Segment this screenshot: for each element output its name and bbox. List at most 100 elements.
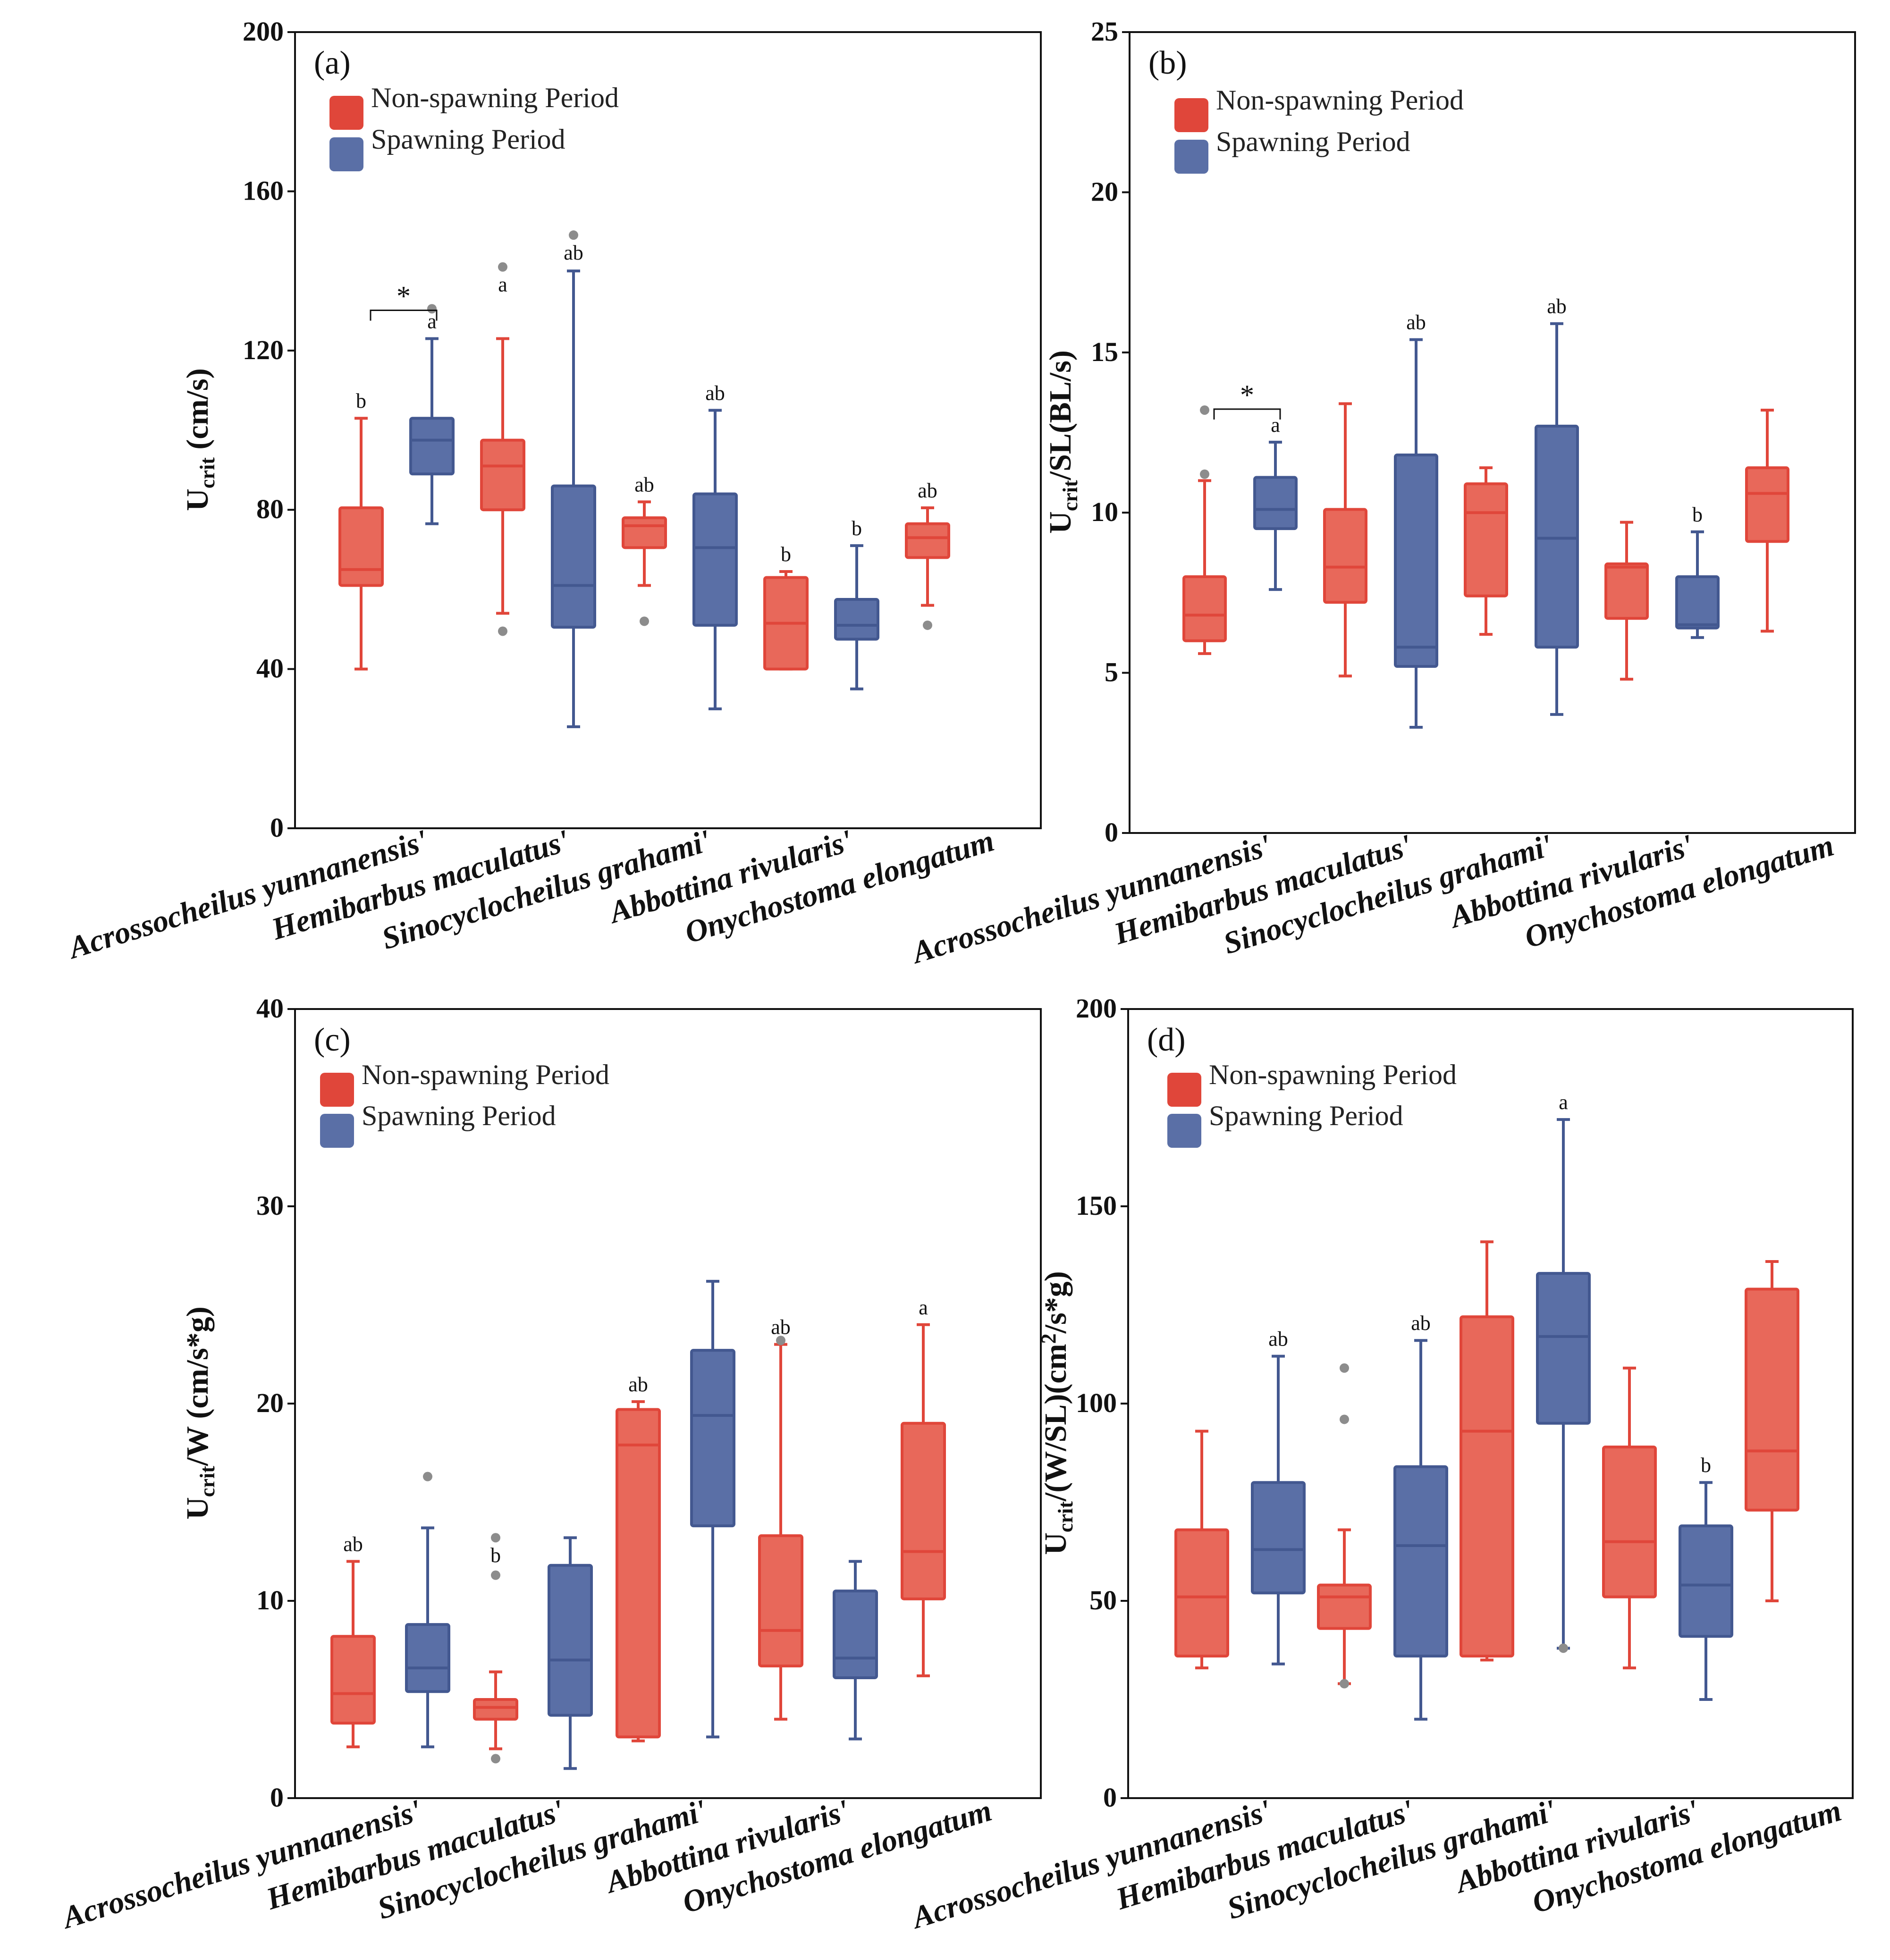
y-tick-label: 0 [270,812,284,843]
box-iqr [1460,1315,1514,1658]
outlier-point [569,230,578,240]
box-spawning: b [1675,503,1720,639]
box-non-spawning [1464,466,1508,636]
y-tick-label: 40 [256,993,284,1024]
box-iqr [1393,1465,1448,1658]
box-non-spawning [1317,1363,1372,1689]
box-spawning: ab [692,381,738,710]
box-non-spawning: b [763,543,809,671]
legend-label-spawning: Spawning Period [1209,1100,1403,1131]
significance-bracket [1213,408,1281,420]
y-tick-label: 15 [1091,336,1118,367]
legend-swatch-non-spawning [320,1073,354,1107]
y-axis-title: Ucrit (cm/s) [180,368,219,511]
legend-label-non-spawning: Non-spawning Period [362,1059,609,1090]
box-iqr [409,417,455,476]
significance-star: * [1240,379,1254,411]
box-iqr [834,597,879,641]
significance-letter: b [1692,503,1703,526]
box-spawning [690,1279,735,1739]
y-axis-title-sub: crit [196,1466,219,1497]
box-iqr [1253,476,1298,530]
box-iqr [405,1623,450,1693]
box-spawning: ab [1393,1312,1448,1721]
y-axis-title-rest2: /s*g) [1038,1271,1073,1334]
legend-swatch-spawning [1174,140,1208,174]
box-iqr [758,1534,803,1667]
plot-frame [1129,31,1856,834]
significance-letter: b [1701,1454,1711,1477]
outlier-point [427,304,437,314]
y-tick-label: 200 [1076,993,1117,1024]
y-tick-label: 150 [1076,1190,1117,1221]
box-non-spawning [1745,408,1789,633]
box-non-spawning [1604,521,1649,681]
legend-swatch-non-spawning [1174,98,1208,132]
legend-label-non-spawning: Non-spawning Period [1209,1059,1457,1090]
box-spawning: b [834,517,879,690]
legend-swatch-non-spawning [329,96,363,130]
y-axis-title-sub: crit [1054,1501,1077,1532]
box-iqr [1679,1524,1733,1638]
box-iqr [901,1422,946,1600]
outlier-point [491,1570,500,1580]
box-iqr [548,1564,593,1717]
box-iqr [338,506,384,587]
y-axis-title: Ucrit/W (cm/s*g) [180,1306,219,1520]
significance-bracket [370,309,438,321]
y-axis-title-rest: /W (cm/s*g) [180,1306,215,1466]
legend-label-spawning: Spawning Period [371,124,565,155]
box-spawning: b [1679,1454,1733,1701]
y-tick-label: 0 [1105,817,1118,848]
outlier-point [923,620,932,630]
significance-letter: a [919,1296,928,1319]
box-spawning [405,1472,450,1749]
panel-tag: (b) [1148,45,1187,81]
outlier-point [1200,405,1209,415]
outlier-point [1340,1679,1349,1689]
outlier-point [491,1754,500,1764]
box-non-spawning: b [473,1533,518,1764]
box-non-spawning: ab [330,1532,376,1749]
y-axis-title-sub: crit [1059,480,1082,511]
outlier-point [776,1336,785,1346]
box-iqr [330,1635,376,1725]
box-iqr [616,1408,661,1739]
significance-letter: ab [564,241,583,264]
outlier-point [640,616,649,626]
y-axis-title-main: U [180,1497,215,1520]
y-axis-title-sub: crit [196,457,219,488]
box-iqr [1323,508,1367,604]
significance-letter: ab [1547,295,1567,318]
outlier-point [498,262,507,272]
box-spawning: ab [1394,311,1438,729]
y-tick-label: 20 [1091,176,1118,207]
legend-swatch-spawning [320,1114,354,1148]
outlier-point [423,1472,432,1481]
y-tick-label: 25 [1091,16,1118,47]
outlier-point [1200,469,1209,479]
box-non-spawning [1174,1430,1229,1670]
legend-swatch-spawning [329,137,363,171]
panel-a: 0 40 80 120 160 200 Ucrit (cm/s) (a) Non-spawnin… [63,16,1042,966]
box-iqr [551,484,596,629]
y-tick-label: 0 [1103,1782,1117,1813]
y-tick-label: 0 [270,1782,284,1813]
legend-swatch-non-spawning [1167,1073,1201,1107]
y-tick-label: 50 [1089,1585,1117,1615]
box-spawning: ab [1535,295,1579,716]
box-spawning: a [409,304,455,525]
box-iqr [1536,1272,1591,1425]
box-non-spawning: a [480,262,525,636]
panel-b: 0 5 10 15 20 25 Ucrit/SL(BL/s) (b) Non-spawning … [906,16,1856,971]
y-axis-title-sup: 2 [1037,1333,1060,1344]
box-spawning: a [1536,1091,1591,1653]
box-iqr [1602,1445,1657,1598]
significance-letter: a [1559,1091,1568,1114]
legend-label-spawning: Spawning Period [362,1100,556,1131]
significance-letter: ab [771,1316,791,1339]
outlier-point [491,1533,500,1543]
box-non-spawning [1182,405,1227,655]
significance-letter: ab [1268,1328,1288,1351]
y-tick-label: 40 [256,653,284,684]
